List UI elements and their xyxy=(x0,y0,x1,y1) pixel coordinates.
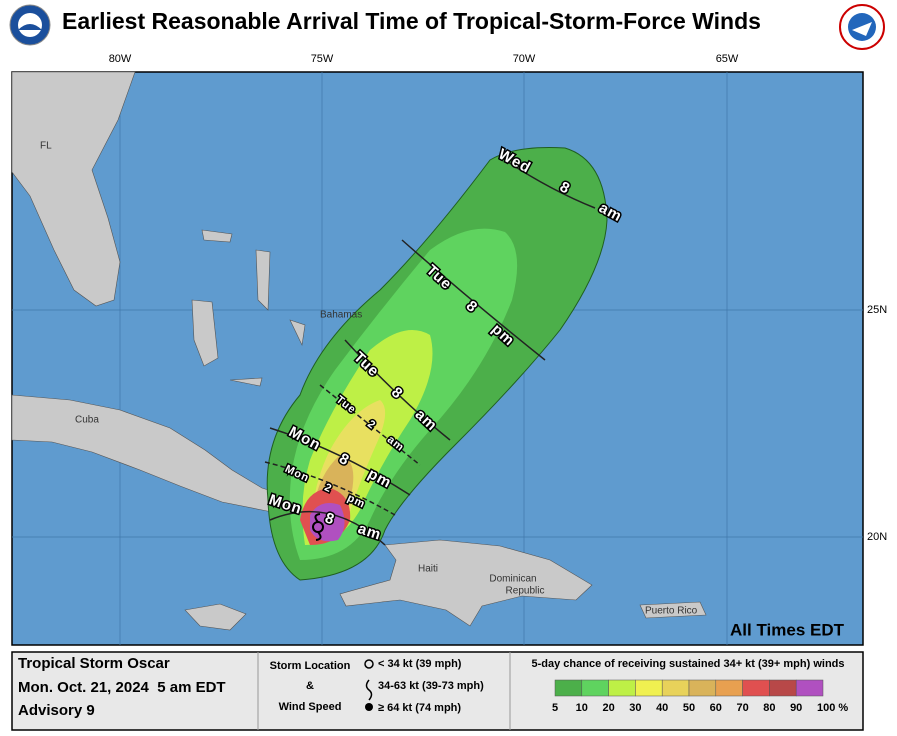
hispaniola xyxy=(339,539,593,627)
latitude-label: 20N xyxy=(867,531,887,543)
legend-swatch xyxy=(688,679,717,697)
legend-swatch xyxy=(742,679,770,697)
longitude-label: 65W xyxy=(716,53,739,65)
wind-legend: 34-63 kt (39-73 mph) xyxy=(378,680,484,692)
legend-swatch xyxy=(715,679,743,697)
place-label: Republic xyxy=(506,586,545,597)
advisory-time: Mon. Oct. 21, 2024 5 am EDT xyxy=(18,679,226,696)
probability-title: 5-day chance of receiving sustained 34+ … xyxy=(532,658,845,670)
times-note: All Times EDT xyxy=(730,620,845,639)
symbol-weak xyxy=(364,659,374,669)
legend-swatch xyxy=(554,679,583,697)
footer: Tropical Storm Oscar Mon. Oct. 21, 2024 … xyxy=(11,651,864,731)
legend-tick-label: 90 xyxy=(790,702,802,714)
legend-label: & xyxy=(306,680,314,692)
place-label: Cuba xyxy=(75,415,99,426)
noaa-logo xyxy=(9,4,51,46)
longitude-label: 70W xyxy=(513,53,536,65)
place-label: Haiti xyxy=(418,564,438,575)
wind-legend: ≥ 64 kt (74 mph) xyxy=(378,702,461,714)
place-label: FL xyxy=(40,141,52,152)
legend-swatch xyxy=(769,679,797,697)
latitude-label: 25N xyxy=(867,304,887,316)
jamaica xyxy=(184,603,247,631)
legend-tick-label: 30 xyxy=(629,702,641,714)
place-label: Bahamas xyxy=(320,310,362,321)
legend-tick-label: 50 xyxy=(683,702,695,714)
longitude-label: 75W xyxy=(311,53,334,65)
legend-tick-label: 60 xyxy=(710,702,722,714)
storm-symbol xyxy=(312,513,324,541)
title: Earliest Reasonable Arrival Time of Trop… xyxy=(62,8,761,34)
legend-tick-label: 100 % xyxy=(817,702,848,714)
legend-tick-label: 20 xyxy=(602,702,614,714)
place-label: Dominican xyxy=(489,574,536,585)
place-label: Puerto Rico xyxy=(645,606,698,617)
longitude-label: 80W xyxy=(109,53,132,65)
legend-swatch xyxy=(635,679,663,697)
legend-swatch xyxy=(795,679,824,697)
map: FL Cuba Bahamas Haiti Dominican Republic… xyxy=(11,71,864,646)
legend-label: Wind Speed xyxy=(279,701,342,713)
legend-tick-label: 10 xyxy=(576,702,588,714)
symbol-storm xyxy=(365,679,373,701)
symbol-hurricane xyxy=(365,703,373,711)
wind-legend: < 34 kt (39 mph) xyxy=(378,658,462,670)
legend-swatch xyxy=(581,679,609,697)
legend-tick-label: 5 xyxy=(552,702,558,714)
florida xyxy=(11,71,136,307)
storm-name: Tropical Storm Oscar xyxy=(18,655,170,672)
legend-label: Storm Location xyxy=(270,660,351,672)
puerto-rico xyxy=(639,601,707,619)
legend-swatch xyxy=(608,679,636,697)
time-lines xyxy=(264,159,596,546)
bahamas-islands xyxy=(191,229,306,387)
advisory-number: Advisory 9 xyxy=(18,702,95,719)
nws-logo xyxy=(839,4,885,50)
legend-tick-label: 70 xyxy=(736,702,748,714)
legend-tick-label: 80 xyxy=(763,702,775,714)
legend-swatch xyxy=(661,679,690,697)
legend-tick-label: 40 xyxy=(656,702,668,714)
